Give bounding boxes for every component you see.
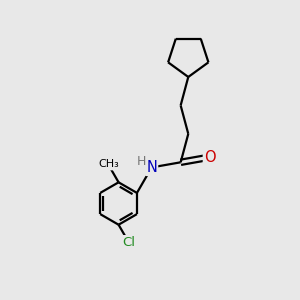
Text: Cl: Cl <box>122 236 135 249</box>
Text: N: N <box>146 160 157 175</box>
Text: CH₃: CH₃ <box>98 160 118 170</box>
Text: O: O <box>204 150 215 165</box>
Text: H: H <box>137 155 146 168</box>
